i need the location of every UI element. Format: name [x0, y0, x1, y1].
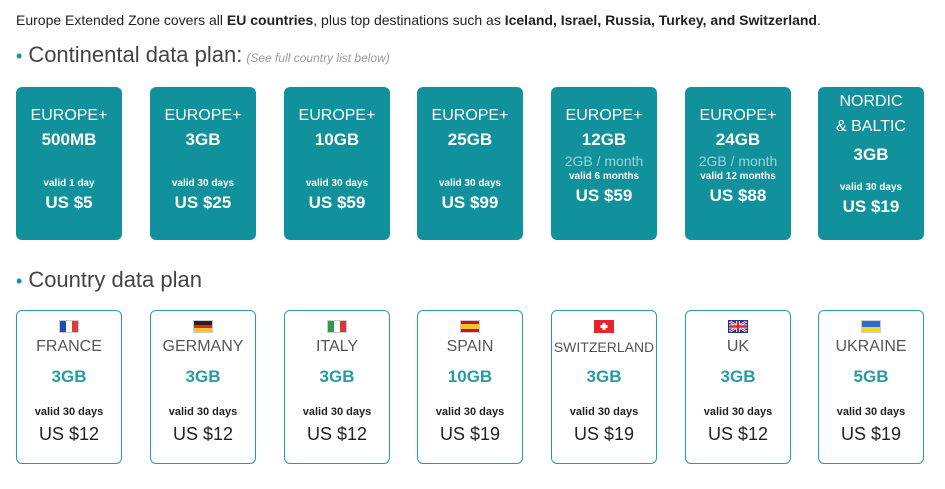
- plan-monthly-allowance: 2GB / month: [564, 153, 644, 169]
- plan-size: 3GB: [51, 367, 87, 386]
- intro-text: Europe Extended Zone covers all EU count…: [16, 12, 821, 28]
- plan-card-europe-25gb[interactable]: EUROPE+ 25GB valid 30 days US $99: [417, 87, 523, 240]
- country-name: ITALY: [315, 338, 359, 355]
- plan-card-nordic-baltic[interactable]: NORDIC & BALTIC 3GB valid 30 days US $19: [818, 87, 924, 240]
- plan-validity: valid 30 days: [168, 406, 238, 418]
- plan-price: US $59: [308, 193, 366, 212]
- plan-size: 3GB: [185, 130, 221, 149]
- plan-monthly-allowance: 2GB / month: [698, 153, 778, 169]
- france-flag-icon: [59, 320, 79, 333]
- intro-middle: , plus top destinations such as: [313, 12, 505, 28]
- plan-validity: valid 30 days: [302, 406, 372, 418]
- country-name: UKRAINE: [835, 338, 907, 355]
- plan-name: EUROPE+: [164, 107, 242, 124]
- switzerland-flag-icon: [594, 320, 614, 333]
- plan-card-europe-500mb[interactable]: EUROPE+ 500MB valid 1 day US $5: [16, 87, 122, 240]
- continental-plan-heading: • Continental data plan: (See full country…: [16, 42, 390, 68]
- intro-suffix: .: [816, 12, 821, 28]
- plan-size: 25GB: [447, 130, 493, 149]
- country-name: SPAIN: [446, 338, 494, 355]
- plan-validity: valid 30 days: [34, 406, 104, 418]
- plan-size: 3GB: [185, 367, 221, 386]
- plan-price: US $19: [439, 424, 501, 444]
- plan-validity: valid 1 day: [43, 178, 95, 189]
- country-card-switzerland[interactable]: SWITZERLAND 3GB valid 30 days US $19: [551, 310, 657, 464]
- continental-title: Continental data plan:: [28, 42, 243, 67]
- plan-name: EUROPE+: [30, 107, 108, 124]
- plan-validity: valid 30 days: [435, 406, 505, 418]
- plan-card-europe-3gb[interactable]: EUROPE+ 3GB valid 30 days US $25: [150, 87, 256, 240]
- plan-name: EUROPE+: [565, 107, 643, 124]
- bullet-icon: •: [16, 46, 23, 66]
- plan-size: 3GB: [319, 367, 355, 386]
- plan-price: US $25: [174, 193, 232, 212]
- country-card-germany[interactable]: GERMANY 3GB valid 30 days US $12: [150, 310, 256, 464]
- plan-name-line2: & BALTIC: [836, 118, 906, 135]
- country-card-ukraine[interactable]: UKRAINE 5GB valid 30 days US $19: [818, 310, 924, 464]
- plan-name: EUROPE+: [699, 107, 777, 124]
- italy-flag-icon: [327, 320, 347, 333]
- spain-flag-icon: [460, 320, 480, 333]
- plan-validity: valid 30 days: [836, 406, 906, 418]
- plan-price: US $5: [45, 193, 93, 212]
- plan-validity: valid 6 months: [568, 171, 639, 182]
- country-name: UK: [726, 338, 750, 355]
- plan-size: 3GB: [853, 145, 889, 164]
- country-card-uk[interactable]: UK 3GB valid 30 days US $12: [685, 310, 791, 464]
- plan-price: US $19: [842, 197, 900, 216]
- plan-price: US $99: [441, 193, 499, 212]
- plan-price: US $12: [306, 424, 368, 444]
- plan-validity: valid 30 days: [438, 178, 502, 189]
- plan-size: 3GB: [586, 367, 622, 386]
- plan-price: US $59: [575, 186, 633, 205]
- plan-validity: valid 30 days: [839, 182, 903, 193]
- country-name: FRANCE: [36, 338, 102, 355]
- country-name: SWITZERLAND: [553, 339, 655, 355]
- plan-size: 24GB: [715, 130, 761, 149]
- plan-price: US $88: [709, 186, 767, 205]
- intro-eu: EU countries: [226, 12, 314, 28]
- plan-validity: valid 30 days: [569, 406, 639, 418]
- germany-flag-icon: [193, 320, 213, 333]
- plan-price: US $19: [573, 424, 635, 444]
- bullet-icon: •: [16, 271, 23, 291]
- plan-validity: valid 30 days: [703, 406, 773, 418]
- plan-validity: valid 12 months: [700, 171, 776, 182]
- intro-destinations: Iceland, Israel, Russia, Turkey, and Swi…: [504, 12, 817, 28]
- country-card-spain[interactable]: SPAIN 10GB valid 30 days US $19: [417, 310, 523, 464]
- plan-price: US $12: [172, 424, 234, 444]
- plan-card-europe-10gb[interactable]: EUROPE+ 10GB valid 30 days US $59: [284, 87, 390, 240]
- plan-card-europe-24gb[interactable]: EUROPE+ 24GB 2GB / month valid 12 months…: [685, 87, 791, 240]
- country-plan-heading: • Country data plan: [16, 267, 202, 293]
- plan-size: 12GB: [581, 130, 627, 149]
- plan-validity: valid 30 days: [171, 178, 235, 189]
- plan-price: US $12: [707, 424, 769, 444]
- intro-prefix: Europe Extended Zone covers all: [16, 12, 227, 28]
- plan-price: US $19: [840, 424, 902, 444]
- plan-size: 10GB: [314, 130, 360, 149]
- country-card-italy[interactable]: ITALY 3GB valid 30 days US $12: [284, 310, 390, 464]
- continental-note: (See full country list below): [246, 51, 390, 65]
- plan-name: NORDIC: [839, 93, 903, 110]
- uk-flag-icon: [728, 320, 748, 333]
- plan-size: 5GB: [853, 367, 889, 386]
- country-name: GERMANY: [162, 338, 244, 355]
- plan-validity: valid 30 days: [305, 178, 369, 189]
- plan-price: US $12: [38, 424, 100, 444]
- country-card-france[interactable]: FRANCE 3GB valid 30 days US $12: [16, 310, 122, 464]
- plan-name: EUROPE+: [431, 107, 509, 124]
- plan-name: EUROPE+: [298, 107, 376, 124]
- plan-size: 3GB: [720, 367, 756, 386]
- plan-size: 500MB: [41, 130, 97, 149]
- country-title: Country data plan: [28, 267, 202, 292]
- plan-card-europe-12gb[interactable]: EUROPE+ 12GB 2GB / month valid 6 months …: [551, 87, 657, 240]
- ukraine-flag-icon: [861, 320, 881, 333]
- plan-size: 10GB: [447, 367, 493, 386]
